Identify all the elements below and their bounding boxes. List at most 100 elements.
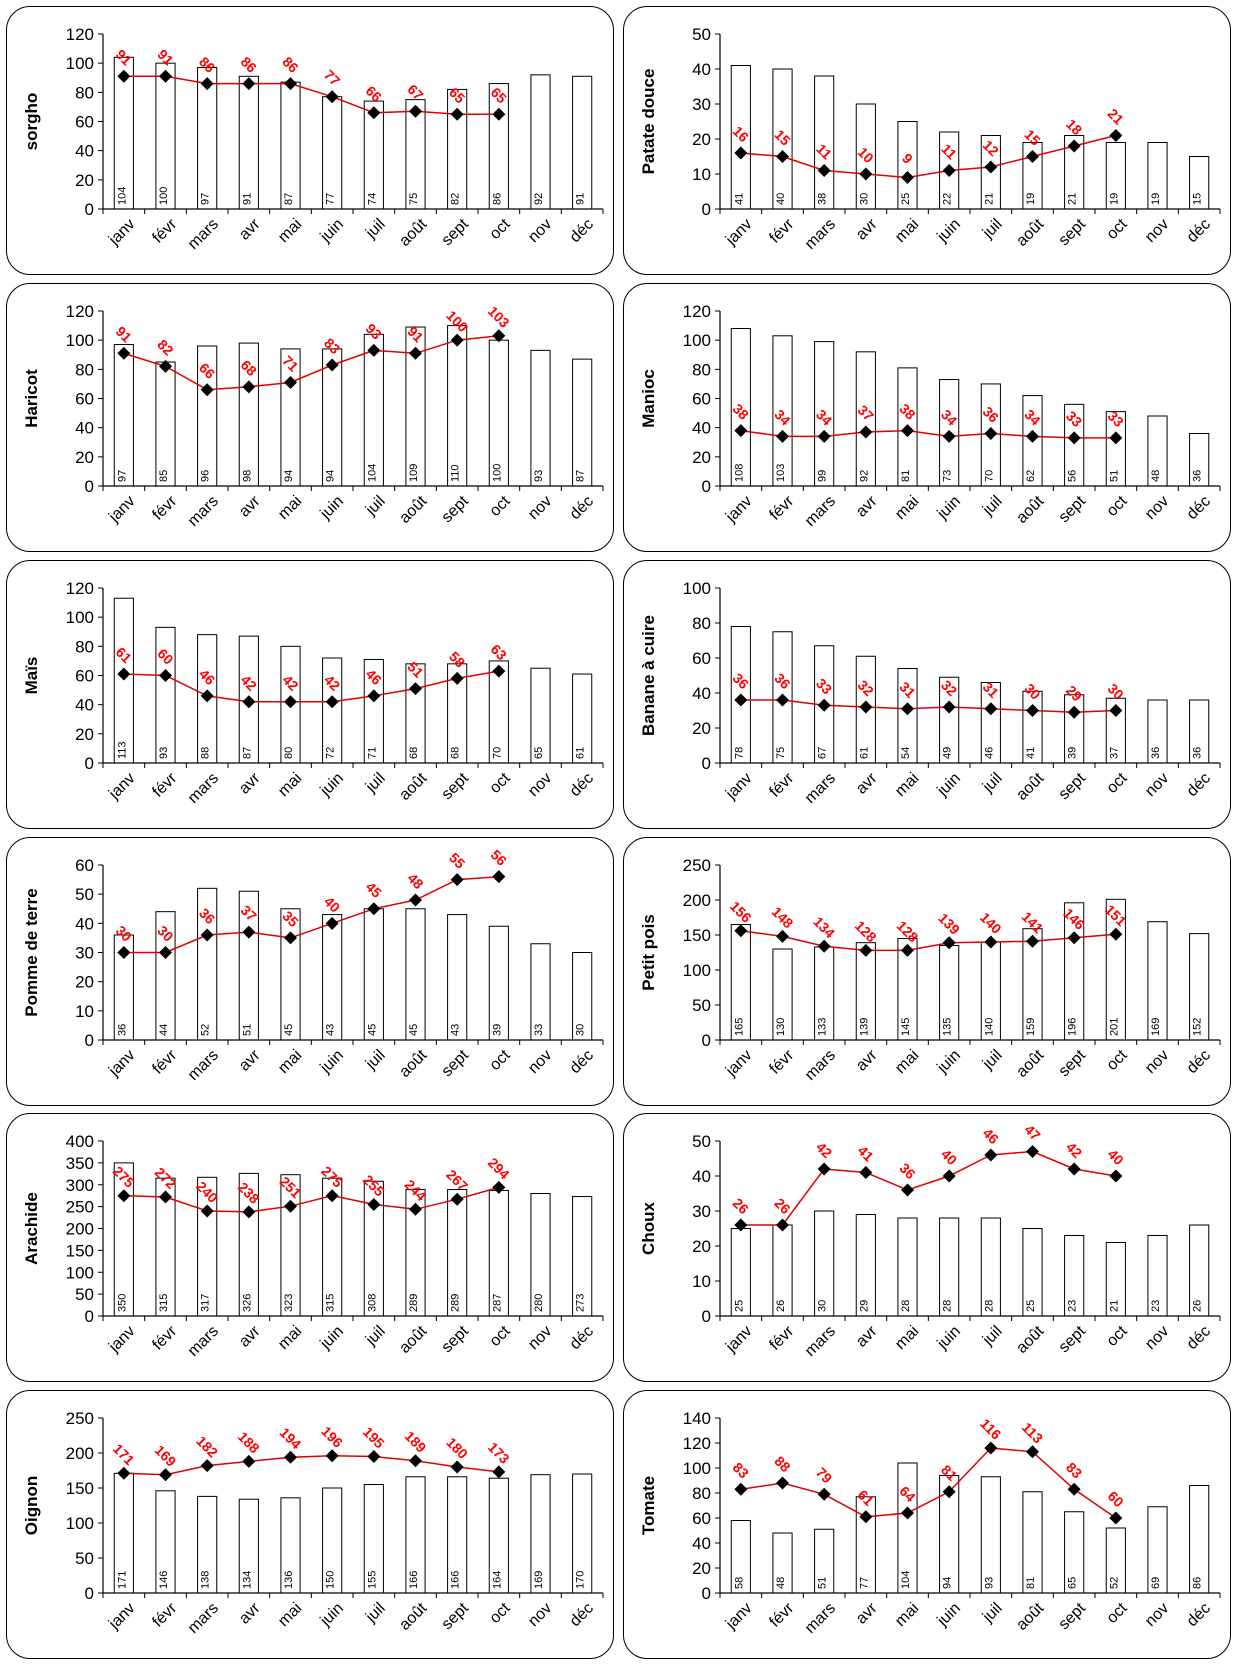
x-tick-label: juin	[317, 493, 347, 523]
y-axis-label: Arachide	[22, 1192, 41, 1265]
bar-value-label: 65	[1067, 1577, 1079, 1589]
y-tick-label: 0	[702, 1031, 711, 1050]
y-tick-label: 250	[683, 856, 711, 875]
y-tick-label: 20	[75, 725, 94, 744]
bar-value-label: 169	[1150, 1018, 1162, 1036]
chart-svg: Manioc 108 103 99 92 81 73 70 62 56 51 48 36 0 20 40 60 8…	[639, 302, 1221, 530]
line-point	[159, 669, 172, 682]
y-tick-label: 0	[85, 1584, 94, 1603]
bar-value-label: 26	[775, 1300, 787, 1312]
series-line	[740, 930, 1116, 952]
line-point	[1026, 704, 1039, 717]
x-tick-label: mai	[892, 493, 922, 523]
line-point	[367, 106, 381, 120]
bar-value-label: 323	[283, 1294, 295, 1312]
bar-value-label: 45	[366, 1024, 378, 1036]
line-point	[450, 107, 464, 121]
x-tick-label: nov	[1142, 770, 1172, 800]
x-tick-label: mai	[892, 1600, 922, 1630]
line-point	[325, 90, 339, 104]
line-value-label: 294	[485, 1154, 513, 1182]
line-point	[1026, 934, 1039, 948]
bar-value-label: 52	[200, 1024, 212, 1036]
line-point	[859, 167, 873, 181]
bar-value-label: 51	[1108, 470, 1120, 482]
x-tick-label: janv	[722, 1047, 755, 1080]
line-point	[284, 695, 297, 709]
bar-value-label: 108	[733, 464, 745, 482]
bar-value-label: 139	[858, 1018, 870, 1036]
x-tick-label: févr	[149, 1322, 180, 1353]
line-point	[450, 1460, 464, 1474]
y-axis-label: Petit pois	[639, 914, 658, 991]
x-tick-label: nov	[1142, 1047, 1172, 1077]
bar-value-label: 41	[1025, 747, 1037, 759]
x-tick-label: févr	[766, 215, 797, 246]
line-point	[1109, 1169, 1123, 1183]
x-tick-label: nov	[525, 770, 555, 800]
y-axis-label: Tomate	[639, 1476, 658, 1535]
bar-value-label: 40	[775, 193, 787, 205]
bar-value-label: 136	[283, 1571, 295, 1589]
line-point	[117, 1466, 131, 1480]
line-point	[1067, 705, 1081, 719]
line-point	[901, 171, 914, 184]
line-point	[984, 1148, 998, 1162]
bar-value-label: 21	[1108, 1300, 1120, 1312]
bar-value-label: 51	[241, 1024, 253, 1036]
y-tick-label: 0	[85, 754, 94, 773]
line-point	[117, 946, 131, 959]
x-tick-label: août	[396, 769, 430, 803]
y-tick-label: 0	[85, 477, 94, 496]
bar-value-label: 77	[325, 193, 337, 205]
line-value-label: 91	[113, 323, 135, 345]
line-point	[117, 69, 131, 83]
bar-value-label: 110	[450, 464, 462, 482]
y-tick-label: 40	[692, 1167, 711, 1186]
x-tick-label: oct	[487, 215, 515, 243]
y-tick-label: 250	[66, 1409, 94, 1428]
line-point	[242, 380, 256, 394]
line-point	[776, 693, 789, 707]
x-tick-label: août	[1013, 769, 1047, 803]
bar	[530, 349, 551, 487]
x-tick-label: avr	[853, 215, 881, 243]
x-tick-label: mars	[185, 1600, 222, 1637]
x-tick-label: avr	[236, 492, 264, 520]
y-tick-label: 50	[692, 25, 711, 44]
x-tick-label: déc	[567, 770, 597, 800]
bar-value-label: 93	[533, 470, 545, 482]
y-tick-label: 20	[692, 1559, 711, 1578]
x-tick-label: août	[396, 1599, 430, 1633]
line-point	[859, 1510, 873, 1524]
y-tick-label: 200	[683, 891, 711, 910]
bar-value-label: 56	[1067, 470, 1079, 482]
line-point	[942, 936, 956, 950]
bar	[530, 74, 551, 210]
line-point	[984, 1441, 998, 1455]
y-tick-label: 80	[692, 360, 711, 379]
x-tick-label: mai	[892, 770, 922, 800]
line-point	[409, 1454, 422, 1468]
line-point	[117, 667, 131, 681]
y-tick-label: 150	[66, 1479, 94, 1498]
bar-value-label: 289	[450, 1294, 462, 1312]
bar-value-label: 92	[533, 193, 545, 205]
y-tick-label: 0	[702, 1307, 711, 1326]
chart-svg: Patate douce 41 40 38 30 25 22 21 19 21 19 19 15 0 10 2…	[639, 25, 1221, 253]
line-point	[367, 689, 381, 703]
series-line	[123, 1455, 499, 1476]
chart-panel: Petit pois 165 130 133 139 145 135 140 159 196 201…	[623, 837, 1231, 1106]
bar-value-label: 71	[366, 747, 378, 759]
line-point	[1026, 1445, 1039, 1459]
x-tick-label: févr	[766, 1322, 797, 1353]
x-tick-label: mars	[185, 216, 222, 253]
x-tick-label: févr	[149, 215, 180, 246]
line-point	[776, 1476, 789, 1490]
x-tick-label: mai	[892, 216, 922, 246]
line-value-label: 128	[852, 917, 880, 945]
bar	[363, 908, 384, 1041]
line-value-label: 169	[152, 1442, 180, 1470]
x-tick-label: févr	[149, 769, 180, 800]
y-tick-label: 120	[683, 302, 711, 321]
